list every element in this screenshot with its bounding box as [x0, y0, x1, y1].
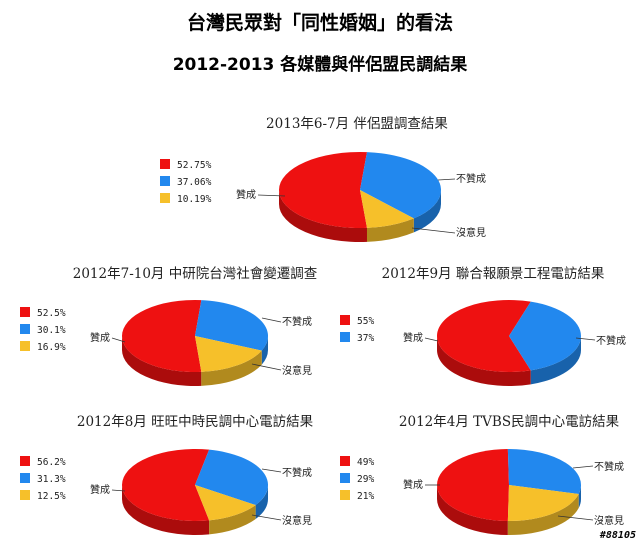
slice-1 [122, 449, 210, 521]
legend-swatch [20, 341, 30, 351]
leader-line [411, 227, 456, 234]
legend-label: 30.1% [37, 325, 66, 336]
slice-1 [121, 300, 202, 373]
slice-2 [360, 152, 441, 219]
leader-line [251, 514, 282, 521]
slice-label: 不贊成 [596, 334, 626, 347]
slice-3 [507, 485, 579, 521]
slice-label: 不贊成 [282, 466, 312, 479]
slice-3 [195, 485, 256, 521]
slice-label: 贊成 [236, 188, 256, 201]
page-subtitle: 2012-2013 各媒體與伴侶盟民調結果 [172, 55, 468, 75]
legend-swatch [340, 456, 350, 466]
slice-label: 贊成 [403, 331, 423, 344]
watermark-text: #88105 [599, 530, 636, 541]
slice-label: 沒意見 [456, 226, 486, 239]
slice-label: 沒意見 [282, 514, 312, 527]
leader-line [111, 489, 126, 492]
chart-title: 2013年6-7月 伴侶盟調查結果 [266, 116, 448, 132]
slice-1 [437, 449, 509, 521]
slice-3 [360, 190, 414, 228]
legend-label: 56.2% [37, 457, 66, 468]
slice-side-2 [578, 485, 581, 509]
legend-swatch [340, 490, 350, 500]
slice-label: 贊成 [403, 478, 423, 491]
legend-swatch [340, 473, 350, 483]
legend-label: 37% [357, 333, 374, 344]
leader-line [251, 363, 282, 371]
leader-line [437, 178, 456, 181]
pie-chart-3 [340, 300, 596, 387]
legend-label: 10.19% [177, 194, 212, 205]
slice-side-3 [201, 350, 262, 386]
legend-label: 52.75% [177, 160, 212, 171]
legend-label: 52.5% [37, 308, 66, 319]
leader-line [261, 317, 282, 323]
slice-side-3 [209, 505, 256, 535]
legend-label: 29% [357, 474, 374, 485]
slice-label: 沒意見 [594, 514, 624, 527]
slice-side-1 [437, 336, 531, 387]
legend-swatch [20, 456, 30, 466]
leader-line [111, 337, 126, 343]
slice-side-1 [122, 336, 202, 386]
legend-label: 37.06% [177, 177, 212, 188]
slice-side-2 [413, 190, 442, 233]
slice-label: 贊成 [90, 331, 110, 344]
slice-2 [507, 449, 582, 495]
slice-side-2 [255, 485, 268, 520]
legend-swatch [160, 159, 170, 169]
legend-swatch [20, 490, 30, 500]
slice-side-3 [507, 494, 579, 535]
leader-line [572, 465, 594, 469]
legend-label: 21% [357, 491, 374, 502]
legend-label: 55% [357, 316, 374, 327]
legend-label: 16.9% [37, 342, 66, 353]
pie-chart-2 [20, 300, 282, 386]
slice-1 [436, 300, 531, 373]
chart-title: 2012年9月 聯合報願景工程電訪結果 [382, 266, 605, 282]
leader-line [575, 337, 596, 341]
legend-label: 31.3% [37, 474, 66, 485]
chart-title: 2012年8月 旺旺中時民調中心電訪結果 [77, 414, 314, 430]
slice-label: 沒意見 [282, 364, 312, 377]
page-title: 台灣民眾對「同性婚姻」的看法 [186, 12, 453, 34]
legend-label: 12.5% [37, 491, 66, 502]
legend-swatch [340, 332, 350, 342]
slice-side-2 [530, 336, 581, 385]
slice-1 [279, 152, 367, 228]
pie-chart-1 [160, 152, 456, 242]
slice-side-1 [122, 485, 210, 535]
slice-label: 不贊成 [594, 460, 624, 473]
legend-swatch [160, 176, 170, 186]
legend-swatch [20, 473, 30, 483]
legend-swatch [20, 324, 30, 334]
slice-2 [195, 300, 268, 351]
slice-2 [195, 449, 268, 506]
leader-line [557, 515, 594, 521]
slice-2 [509, 301, 581, 371]
leader-line [261, 468, 282, 473]
slice-label: 贊成 [90, 483, 110, 496]
chart-title: 2012年4月 TVBS民調中心電訪結果 [399, 414, 620, 430]
slice-side-1 [437, 485, 508, 535]
legend-swatch [20, 307, 30, 317]
legend-swatch [340, 315, 350, 325]
leader-line [424, 337, 439, 342]
slice-side-2 [261, 336, 268, 365]
slice-label: 不贊成 [456, 172, 486, 185]
pie-chart-5 [340, 449, 594, 535]
slice-side-3 [366, 218, 414, 242]
leader-line [257, 194, 286, 197]
legend-label: 49% [357, 457, 374, 468]
chart-title: 2012年7-10月 中研院台灣社會變遷調查 [73, 266, 318, 282]
slice-side-1 [278, 190, 367, 242]
legend-swatch [160, 193, 170, 203]
slice-3 [195, 336, 262, 372]
slice-label: 不贊成 [282, 315, 312, 328]
pie-chart-4 [20, 449, 282, 535]
